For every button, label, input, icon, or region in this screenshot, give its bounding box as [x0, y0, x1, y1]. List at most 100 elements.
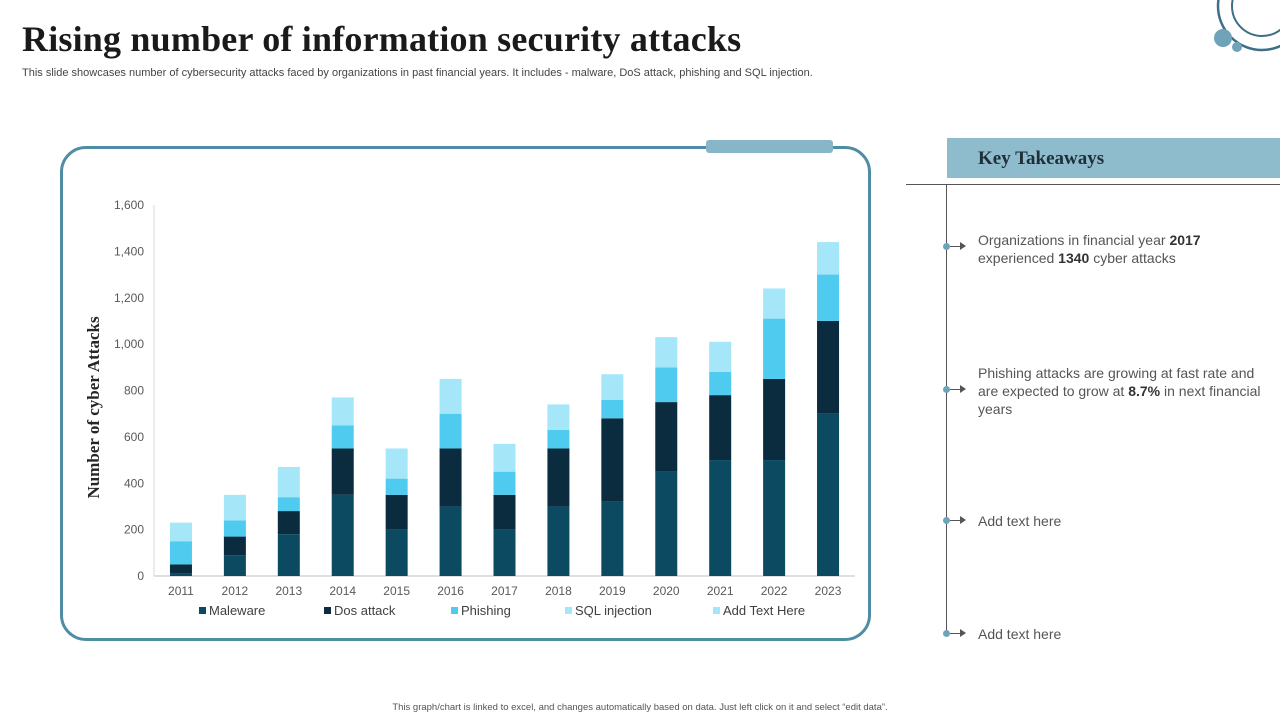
bar-segment [385, 529, 408, 576]
legend-swatch [713, 607, 720, 614]
arrow-icon [950, 629, 966, 637]
bar-segment [277, 511, 300, 535]
bar-segment [655, 367, 678, 403]
bar-segment [601, 399, 624, 419]
bar-segment [655, 337, 678, 368]
bar-segment [763, 378, 786, 461]
takeaway-text: Phishing attacks are growing at fast rat… [978, 365, 1261, 417]
bar-segment [169, 564, 192, 574]
y-tick-label: 400 [124, 476, 144, 490]
bullet-dot-icon [943, 243, 950, 250]
legend-swatch [565, 607, 572, 614]
bar-segment [169, 541, 192, 565]
y-tick-label: 600 [124, 430, 144, 444]
bar-segment [169, 522, 192, 542]
bar-segment [277, 497, 300, 512]
bullet-dot-icon [943, 386, 950, 393]
legend-swatch [199, 607, 206, 614]
bar-segment [493, 471, 516, 495]
x-tick-label: 2019 [599, 584, 626, 598]
bar-segment [709, 395, 732, 461]
y-tick-label: 800 [124, 384, 144, 398]
bar-segment [763, 318, 786, 379]
arrow-icon [950, 516, 966, 524]
y-tick-label: 200 [124, 523, 144, 537]
bar-segment [277, 467, 300, 498]
bar-segment [223, 520, 246, 537]
bar-segment [817, 242, 840, 275]
legend-label: Add Text Here [723, 603, 805, 618]
arrow-icon [950, 385, 966, 393]
y-tick-label: 1,000 [114, 337, 144, 351]
x-tick-label: 2015 [383, 584, 410, 598]
key-takeaways-title: Key Takeaways [978, 148, 1105, 169]
page-title: Rising number of information security at… [22, 19, 742, 59]
legend-label: Phishing [461, 603, 511, 618]
legend-label: SQL injection [575, 603, 652, 618]
takeaway-text: Organizations in financial year 2017 exp… [978, 232, 1201, 266]
bar-segment [763, 288, 786, 319]
x-tick-label: 2016 [437, 584, 464, 598]
bar-segment [655, 471, 678, 576]
legend-label: Maleware [209, 603, 265, 618]
bar-segment [277, 534, 300, 576]
y-axis-title: Number of cyber Attacks [84, 316, 103, 498]
footnote: This graph/chart is linked to excel, and… [392, 702, 888, 713]
bar-segment [817, 320, 840, 414]
bar-segment [601, 418, 624, 502]
bar-segment [169, 573, 192, 576]
x-tick-label: 2022 [761, 584, 788, 598]
page-subtitle: This slide showcases number of cybersecu… [22, 67, 813, 79]
key-takeaways-header: Key Takeaways [947, 138, 1280, 178]
bullet-dot-icon [943, 517, 950, 524]
y-tick-label: 1,600 [114, 198, 144, 212]
chart-frame-tab [706, 140, 833, 153]
stacked-bar-chart[interactable]: 0 200 400 600 800 1,000 1,200 1,400 1,600 Number … [0, 0, 900, 660]
y-tick-label: 1,200 [114, 291, 144, 305]
bar-segment [817, 274, 840, 321]
takeaway-text[interactable]: Add text here [978, 513, 1062, 529]
bar-segment [709, 460, 732, 576]
bar-segment [439, 413, 462, 449]
bar-segment [439, 506, 462, 576]
bar-segment [493, 529, 516, 576]
bar-segment [709, 341, 732, 372]
bar-segment [547, 429, 570, 449]
x-tick-label: 2018 [545, 584, 572, 598]
takeaway-text[interactable]: Add text here [978, 626, 1062, 642]
x-tick-label: 2014 [329, 584, 356, 598]
arrow-icon [950, 242, 966, 250]
bar-segment [547, 506, 570, 576]
legend-label: Dos attack [334, 603, 396, 618]
bar-segment [223, 494, 246, 521]
bar-segment [385, 478, 408, 495]
bar-segment [493, 443, 516, 472]
bar-segment [439, 378, 462, 414]
bar-segment [493, 494, 516, 530]
bar-segment [223, 555, 246, 576]
timeline-line [946, 184, 947, 636]
bar-segment [547, 404, 570, 430]
x-tick-label: 2011 [168, 584, 194, 598]
bar-segment [331, 425, 354, 449]
x-tick-label: 2012 [222, 584, 249, 598]
bar-segment [817, 413, 840, 576]
bar-segment [439, 448, 462, 507]
chart-frame [60, 146, 871, 641]
bar-segment [223, 536, 246, 556]
y-tick-label: 0 [137, 569, 144, 583]
bar-segment [601, 374, 624, 400]
y-tick-label: 1,400 [114, 244, 144, 258]
bar-segment [655, 402, 678, 472]
bar-segment [601, 501, 624, 576]
x-tick-label: 2023 [815, 584, 842, 598]
bullet-dot-icon [943, 630, 950, 637]
x-tick-label: 2021 [707, 584, 734, 598]
x-tick-label: 2013 [275, 584, 302, 598]
legend-swatch [451, 607, 458, 614]
bar-segment [763, 460, 786, 576]
bar-segment [331, 397, 354, 426]
legend-swatch [324, 607, 331, 614]
divider [906, 184, 1280, 185]
bar-segment [385, 448, 408, 479]
